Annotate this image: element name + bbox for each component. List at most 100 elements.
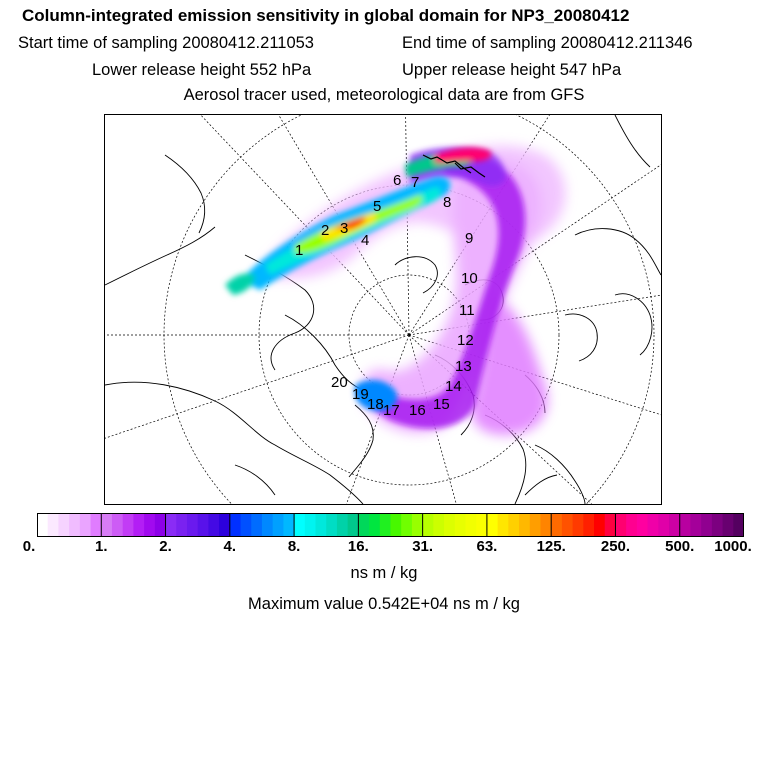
- colorbar-tick-label: 16.: [347, 538, 369, 555]
- colorbar-cell: [444, 513, 456, 537]
- colorbar-cell: [701, 513, 713, 537]
- traj-label-16: 16: [409, 402, 426, 419]
- traj-label-4: 4: [361, 232, 369, 249]
- colorbar-cell: [658, 513, 670, 537]
- traj-label-2: 2: [321, 222, 329, 239]
- traj-label-1: 1: [295, 242, 303, 259]
- traj-label-17: 17: [383, 402, 400, 419]
- colorbar-cell: [261, 513, 274, 537]
- colorbar-cell: [486, 513, 499, 537]
- colorbar-cell: [433, 513, 445, 537]
- colorbar-cell: [636, 513, 649, 537]
- colorbar-cell: [315, 513, 327, 537]
- plume-core: [225, 147, 492, 411]
- colorbar-cell: [379, 513, 392, 537]
- colorbar-tick-label: 2.: [159, 538, 172, 555]
- colorbar-cell: [540, 513, 552, 537]
- colorbar-cell: [122, 513, 135, 537]
- release-markers: [422, 154, 486, 178]
- colorbar-cell: [679, 513, 692, 537]
- colorbar-cell: [326, 513, 338, 537]
- colorbar-cell: [476, 513, 488, 537]
- colorbar-cell: [722, 513, 734, 537]
- traj-label-20: 20: [331, 374, 348, 391]
- traj-label-11: 11: [459, 302, 475, 319]
- colorbar-cell: [154, 513, 167, 537]
- colorbar-cell: [615, 513, 627, 537]
- colorbar-cell: [529, 513, 542, 537]
- traj-label-9: 9: [465, 230, 473, 247]
- colorbar-tick-label: 1000.: [714, 538, 752, 555]
- colorbar-cell: [454, 513, 467, 537]
- colorbar-cell: [572, 513, 584, 537]
- colorbar-cell: [411, 513, 424, 537]
- traj-label-6: 6: [393, 172, 401, 189]
- colorbar-cell: [508, 513, 520, 537]
- colorbar-cell: [69, 513, 81, 537]
- traj-label-8: 8: [443, 194, 451, 211]
- colorbar-cell: [294, 513, 306, 537]
- end-time-label: End time of sampling 20080412.211346: [402, 34, 693, 52]
- traj-label-5: 5: [373, 198, 381, 215]
- lower-release-label: Lower release height 552 hPa: [92, 61, 312, 79]
- colorbar-cell: [711, 513, 724, 537]
- colorbar-cells: [37, 513, 744, 537]
- colorbar-cell: [251, 513, 263, 537]
- traj-label-3: 3: [340, 220, 348, 237]
- colorbar-cell: [401, 513, 413, 537]
- colorbar-cell: [58, 513, 70, 537]
- graticule: [105, 115, 661, 504]
- coastlines: [105, 115, 661, 504]
- traj-label-19: 19: [352, 386, 369, 403]
- colorbar-cell: [465, 513, 477, 537]
- traj-label-10: 10: [461, 270, 478, 287]
- colorbar-cell: [186, 513, 199, 537]
- colorbar-tick-label: 31.: [412, 538, 434, 555]
- colorbar-tick-label: 250.: [600, 538, 631, 555]
- upper-release-label: Upper release height 547 hPa: [402, 61, 622, 79]
- plot-title: Column-integrated emission sensitivity i…: [22, 6, 630, 25]
- colorbar-cell: [669, 513, 681, 537]
- colorbar-cell: [583, 513, 595, 537]
- colorbar-cell: [561, 513, 574, 537]
- colorbar-cell: [390, 513, 402, 537]
- colorbar-cell: [101, 513, 113, 537]
- colorbar-cell: [240, 513, 252, 537]
- colorbar-cell: [37, 513, 49, 537]
- colorbar-cell: [47, 513, 60, 537]
- map-svg: 1 2 3 4 5 6 7 8 9 10 11 12 13 14 15 16 1…: [105, 115, 661, 504]
- colorbar-tick-label: 0.: [22, 538, 36, 555]
- colorbar-cell: [144, 513, 156, 537]
- colorbar-cell: [347, 513, 359, 537]
- colorbar-cell: [197, 513, 209, 537]
- traj-label-7: 7: [411, 174, 419, 191]
- colorbar-cell: [519, 513, 531, 537]
- colorbar-cell: [79, 513, 92, 537]
- colorbar-cell: [647, 513, 659, 537]
- colorbar-cell: [369, 513, 381, 537]
- polar-map: 1 2 3 4 5 6 7 8 9 10 11 12 13 14 15 16 1…: [104, 114, 662, 505]
- colorbar-tick-label: 125.: [536, 538, 566, 555]
- colorbar-cell: [208, 513, 220, 537]
- colorbar-cell: [219, 513, 231, 537]
- colorbar-cell: [90, 513, 102, 537]
- colorbar-cell: [604, 513, 617, 537]
- traj-label-14: 14: [445, 378, 462, 395]
- traj-label-13: 13: [455, 358, 472, 375]
- colorbar-cell: [551, 513, 563, 537]
- colorbar: [37, 513, 744, 537]
- colorbar-cell: [283, 513, 295, 537]
- colorbar-tick-label: 1.: [95, 538, 108, 555]
- traj-label-18: 18: [367, 396, 384, 413]
- colorbar-cell: [304, 513, 317, 537]
- colorbar-cell: [111, 513, 124, 537]
- colorbar-cell: [733, 513, 744, 537]
- colorbar-cell: [626, 513, 638, 537]
- colorbar-cell: [272, 513, 284, 537]
- colorbar-cell: [358, 513, 370, 537]
- colorbar-cell: [594, 513, 606, 537]
- colorbar-cell: [165, 513, 177, 537]
- unit-label: ns m / kg: [350, 564, 418, 582]
- tracer-note: Aerosol tracer used, meteorological data…: [183, 86, 585, 104]
- traj-label-15: 15: [433, 396, 450, 413]
